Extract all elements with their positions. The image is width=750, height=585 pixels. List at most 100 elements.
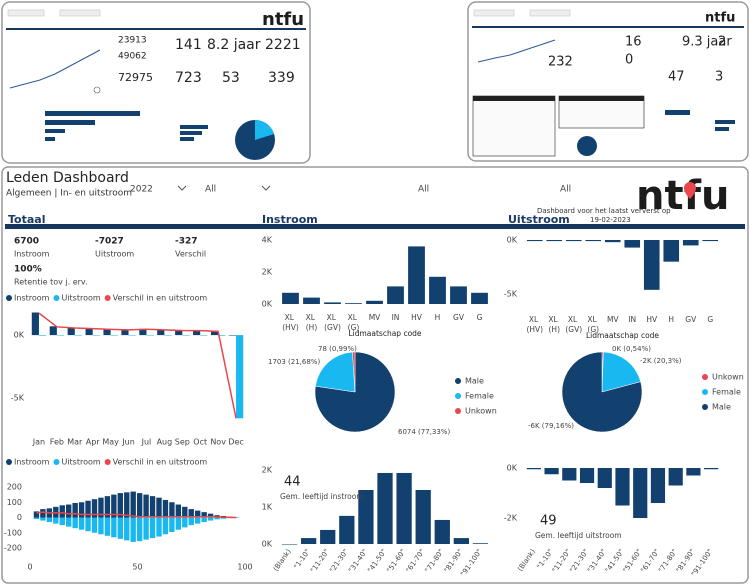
legend-label: Verschil in en uitstroom (113, 294, 208, 303)
thumb-bar (45, 111, 140, 116)
x-tick-label: 100 (237, 563, 252, 572)
thumb-filter (473, 9, 515, 17)
x-axis-title: Lidmaatschap code (586, 331, 659, 340)
x-tick-label: XL (HV) (282, 313, 299, 332)
chevron[interactable] (177, 185, 187, 191)
thumb-bar (180, 137, 194, 141)
x-tick-label: May (102, 438, 119, 447)
thumb-bar (45, 137, 55, 141)
pie-slice (352, 351, 356, 393)
x-tick-label: H (435, 313, 441, 322)
bar (124, 492, 130, 518)
bar (182, 517, 188, 528)
x-tick-label: 0 (27, 563, 32, 572)
x-tick-label: Dec (228, 438, 243, 447)
bar (31, 312, 39, 336)
bar (682, 240, 699, 246)
bar (377, 472, 393, 544)
thumb-kpi: 49062 (118, 52, 147, 62)
bar (195, 510, 201, 518)
dashboard-title: Leden Dashboard (6, 170, 129, 186)
bar (193, 330, 201, 336)
bar (597, 468, 612, 488)
bar (579, 468, 595, 483)
x-tick-label: XL (GV) (565, 315, 582, 334)
bar (124, 517, 130, 541)
bar (91, 517, 98, 533)
bar (175, 504, 182, 518)
thumb-kpi: 723 (175, 70, 202, 86)
x-tick-label: Apr (86, 438, 101, 447)
annotation-value: 44 (284, 475, 301, 490)
kpi-value: 6700 (14, 237, 39, 247)
thumb-rule (6, 28, 306, 30)
legend-label: Verschil in en uitstroom (113, 458, 208, 467)
thumb-rule (472, 26, 744, 28)
x-tick-label: HV (646, 315, 658, 324)
slice-label: 1703 (21,68%) (268, 358, 320, 366)
bar (366, 300, 383, 304)
bar (228, 335, 237, 336)
bar (74, 335, 82, 336)
y-tick-label: -5K (11, 393, 25, 402)
legend-swatch (455, 393, 461, 399)
x-tick-label: Aug (157, 438, 173, 447)
bar (471, 292, 488, 304)
legend-label: Unkown (712, 373, 744, 382)
annotation-value: 49 (540, 514, 557, 529)
legend-label: Uitstroom (61, 294, 100, 303)
bar (562, 468, 577, 481)
bar (210, 330, 219, 336)
bar (200, 335, 208, 336)
bar (111, 517, 117, 538)
x-tick-label: IN (392, 313, 400, 322)
bar (40, 517, 46, 521)
x-tick-label: MV (369, 313, 381, 322)
bar (56, 335, 65, 336)
bar (704, 468, 719, 470)
kpi-label: Uitstroom (95, 250, 134, 259)
legend-label: Unkown (465, 407, 497, 416)
bar (387, 286, 404, 304)
bar (110, 335, 118, 336)
pie-slice (315, 351, 356, 393)
bar (85, 328, 93, 336)
bar (78, 517, 85, 530)
y-tick-label: 0K (262, 540, 273, 549)
chevron[interactable] (261, 185, 271, 191)
bar (78, 502, 85, 518)
filter-value[interactable]: All (205, 185, 216, 195)
kpi-value: -7027 (95, 237, 124, 247)
x-tick-label: Jun (121, 438, 135, 447)
bar (146, 335, 154, 336)
thumb-table-header (473, 96, 555, 101)
bar (320, 529, 336, 544)
y-tick-label: 200 (7, 483, 22, 492)
bar (663, 240, 680, 262)
filter-value[interactable]: All (418, 185, 429, 195)
bar (38, 335, 47, 336)
bar (188, 517, 194, 526)
section-title: Instroom (262, 213, 318, 226)
bar (66, 517, 72, 527)
thumb-pie-slice (255, 120, 274, 140)
filter-value[interactable]: All (560, 185, 571, 195)
pie-slice (601, 351, 641, 393)
legend-swatch (702, 389, 708, 395)
bar (195, 517, 201, 524)
legend-swatch (53, 295, 60, 301)
thumb-logo: ntfu (705, 11, 735, 26)
thumb-kpi: 0 (625, 53, 633, 68)
y-tick-label: 0K (262, 300, 273, 309)
x-tick-label: Mar (67, 438, 83, 447)
bar (472, 543, 489, 544)
thumb-kpi: 16 (625, 35, 642, 50)
x-tick-label: G (477, 313, 483, 322)
bar (169, 517, 175, 532)
x-tick-label: H (668, 315, 674, 324)
x-tick-label: G (707, 315, 713, 324)
bar (157, 329, 165, 336)
x-axis-title: Lidmaatschap code (348, 329, 421, 338)
filter-value[interactable]: 2022 (130, 185, 153, 195)
